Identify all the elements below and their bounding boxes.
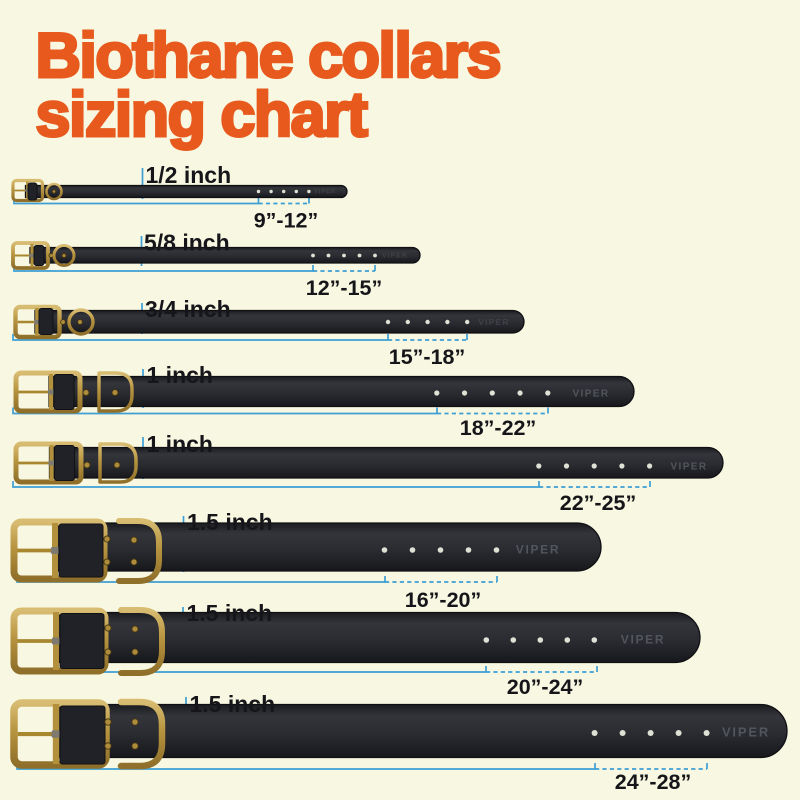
- svg-text:1/2 inch: 1/2 inch: [146, 162, 232, 188]
- svg-text:1 inch: 1 inch: [147, 362, 213, 388]
- svg-text:VIPER: VIPER: [478, 317, 509, 327]
- svg-text:Biothane collars: Biothane collars: [36, 21, 501, 91]
- svg-text:5/8 inch: 5/8 inch: [144, 230, 230, 256]
- svg-text:VIPER: VIPER: [314, 189, 336, 195]
- svg-text:12”-15”: 12”-15”: [306, 276, 383, 300]
- svg-text:VIPER: VIPER: [722, 725, 770, 740]
- svg-text:3/4 inch: 3/4 inch: [145, 296, 231, 322]
- svg-text:VIPER: VIPER: [516, 542, 560, 556]
- svg-text:9”-12”: 9”-12”: [254, 209, 319, 233]
- svg-text:1.5 inch: 1.5 inch: [190, 691, 276, 717]
- svg-text:VIPER: VIPER: [572, 389, 609, 400]
- svg-text:16”-20”: 16”-20”: [405, 588, 482, 612]
- svg-text:VIPER: VIPER: [382, 253, 408, 260]
- svg-text:1 inch: 1 inch: [147, 431, 213, 457]
- svg-text:sizing chart: sizing chart: [36, 80, 368, 150]
- svg-text:1.5 inch: 1.5 inch: [187, 600, 273, 626]
- svg-text:VIPER: VIPER: [621, 632, 665, 646]
- svg-text:1.5 inch: 1.5 inch: [187, 509, 273, 535]
- svg-text:VIPER: VIPER: [670, 462, 707, 473]
- svg-text:22”-25”: 22”-25”: [560, 491, 637, 515]
- svg-text:15”-18”: 15”-18”: [389, 345, 466, 369]
- svg-text:24”-28”: 24”-28”: [615, 770, 692, 794]
- svg-text:20”-24”: 20”-24”: [507, 675, 584, 699]
- svg-text:18”-22”: 18”-22”: [460, 416, 537, 440]
